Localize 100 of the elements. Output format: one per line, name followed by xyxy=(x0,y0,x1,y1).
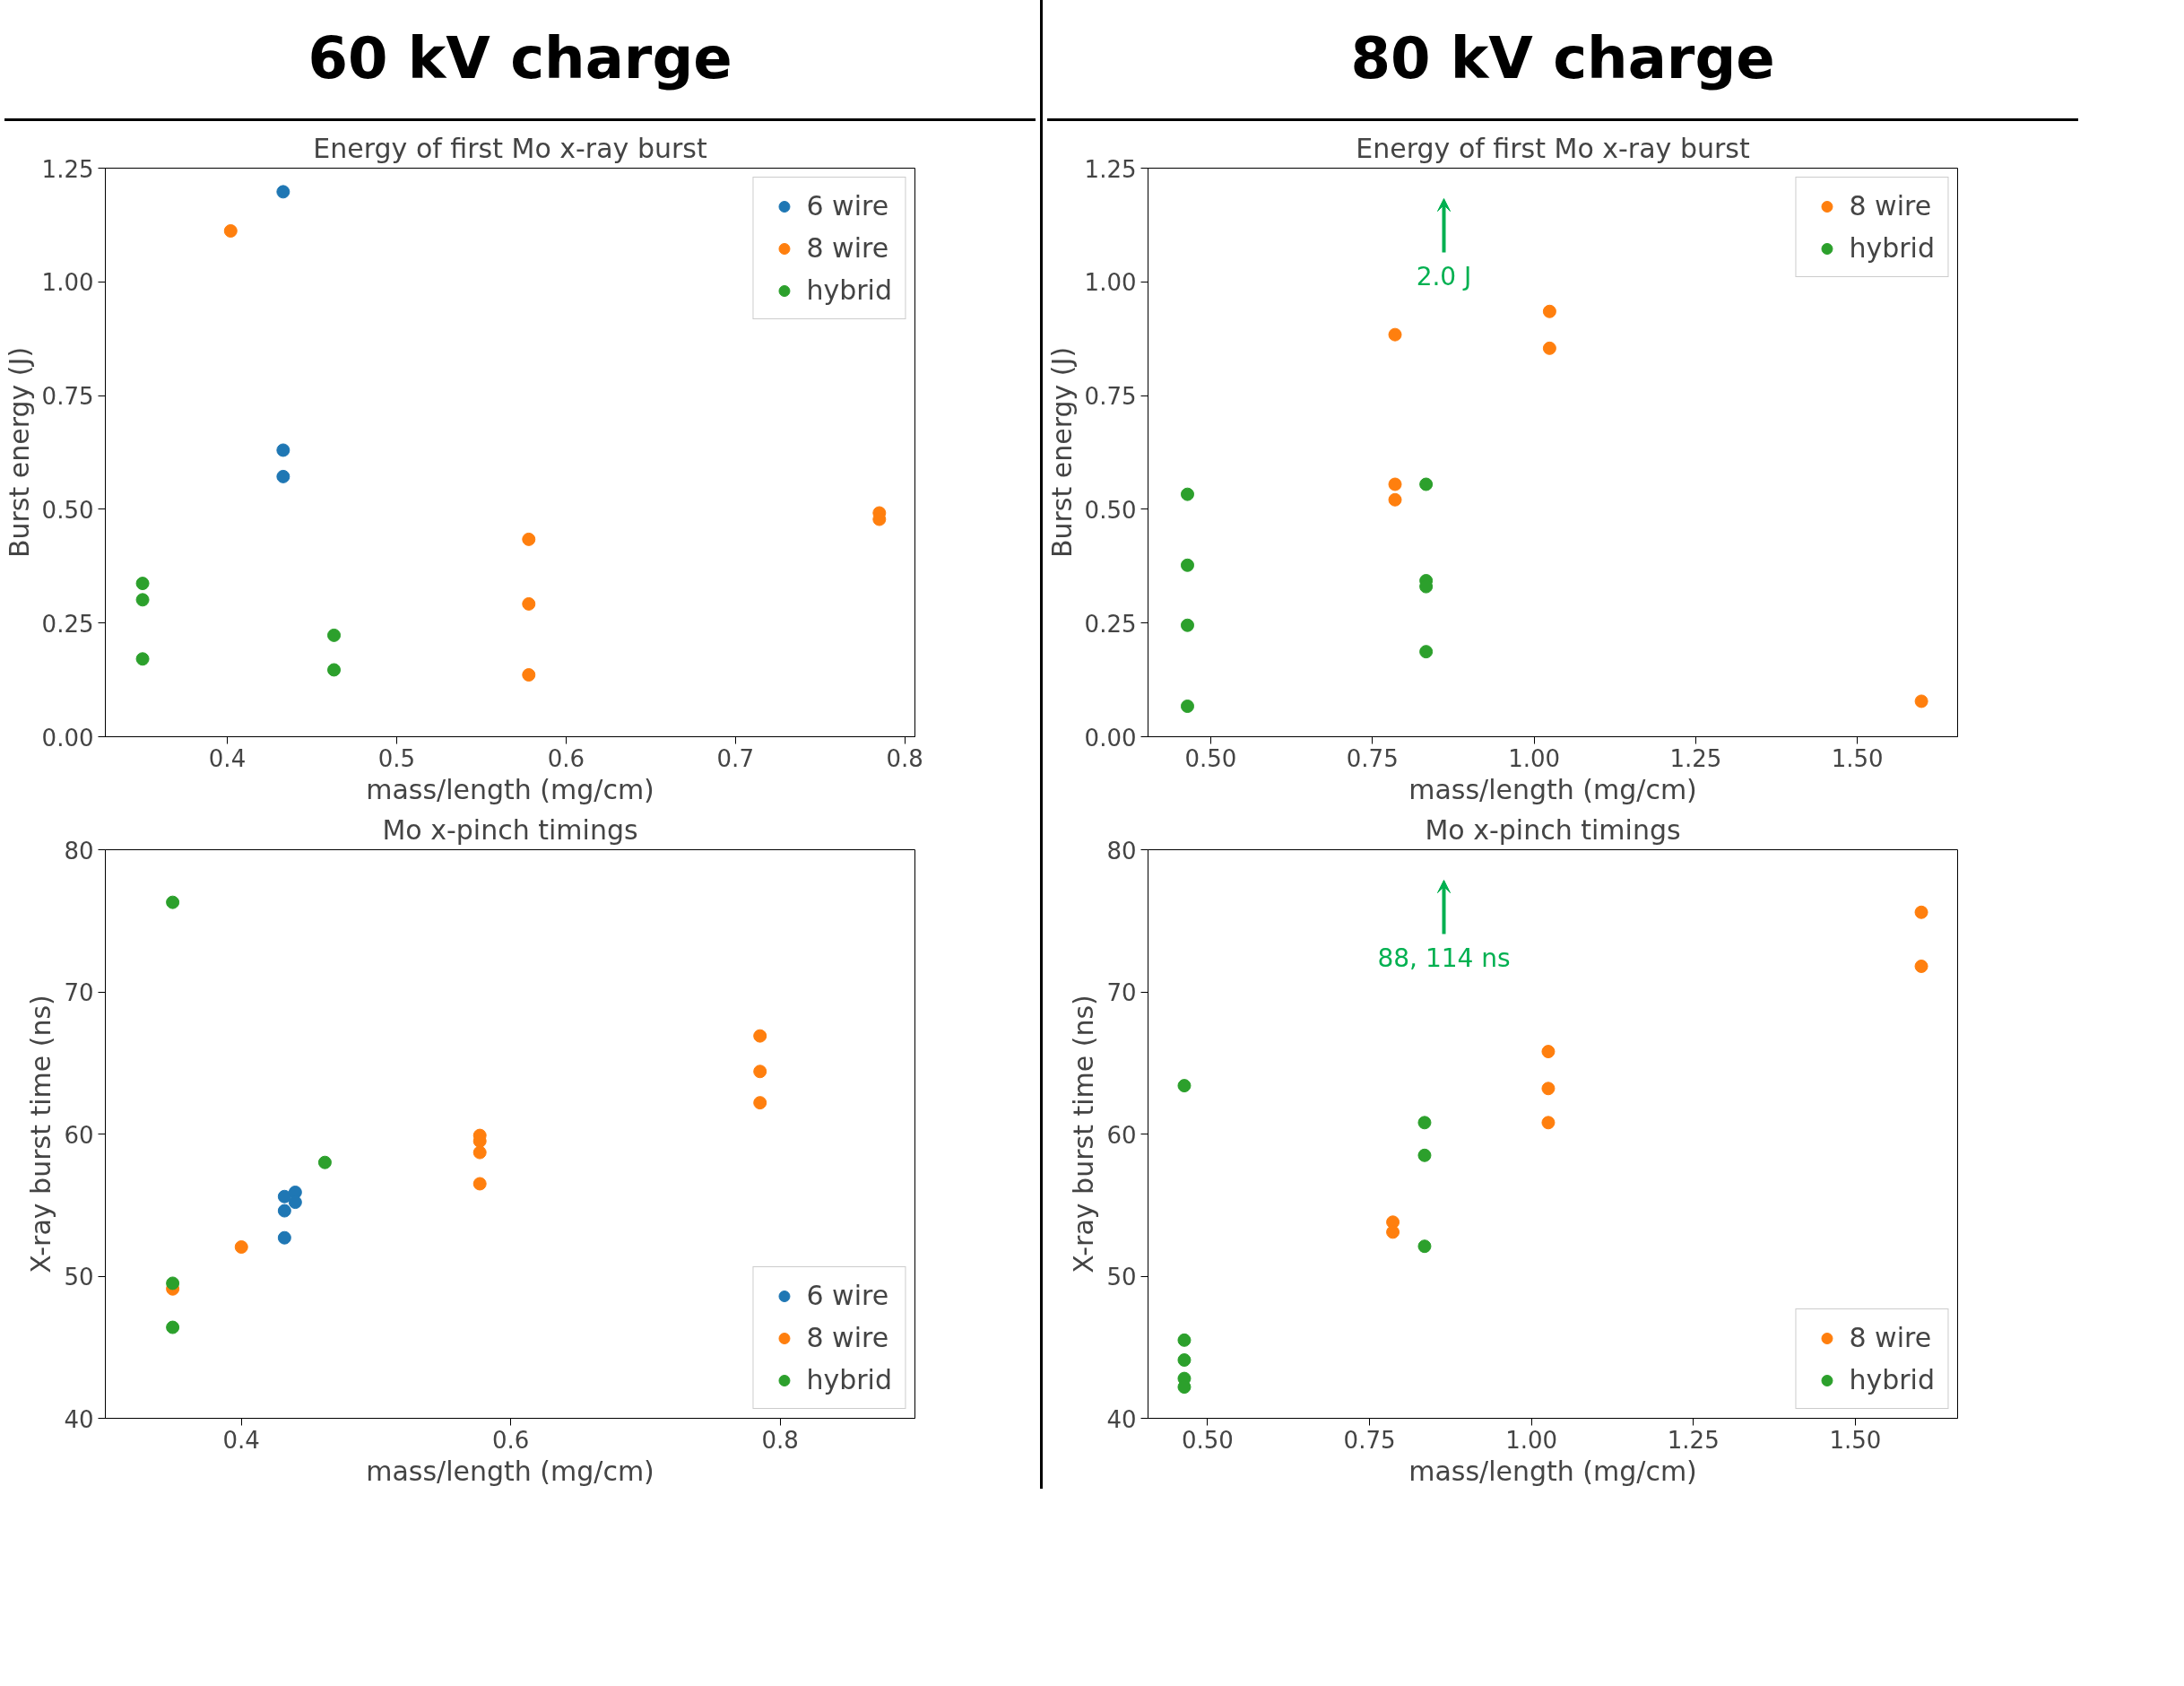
x-tick-label: 0.75 xyxy=(1346,744,1399,772)
legend-label: hybrid xyxy=(806,1364,892,1395)
text: 60 kV charge xyxy=(308,24,732,93)
point xyxy=(1177,1333,1192,1347)
y-tick-label: 1.00 xyxy=(41,269,94,297)
legend-label: 6 wire xyxy=(806,1280,889,1311)
x-tick-label: 1.25 xyxy=(1667,1426,1720,1454)
point xyxy=(166,1276,180,1291)
point xyxy=(166,1320,180,1334)
legend-label: 6 wire xyxy=(806,190,889,222)
y-axis-title: Burst energy (J) xyxy=(3,346,35,559)
point xyxy=(1177,1353,1192,1367)
point xyxy=(522,668,536,682)
point xyxy=(277,1204,291,1218)
point xyxy=(1914,959,1928,973)
point xyxy=(135,652,150,666)
chart-title: Energy of first Mo x-ray burst xyxy=(1356,132,1750,164)
point xyxy=(276,469,290,483)
y-tick-label: 0.75 xyxy=(1084,383,1137,411)
x-tick-label: 0.8 xyxy=(761,1426,799,1454)
legend-label: 8 wire xyxy=(806,232,889,264)
point xyxy=(753,1096,767,1110)
x-tick-label: 1.25 xyxy=(1669,744,1722,772)
x-tick-label: 0.8 xyxy=(886,744,923,772)
y-axis-title: X-ray burst time (ns) xyxy=(25,995,57,1273)
point xyxy=(1541,1045,1556,1059)
point xyxy=(135,577,150,591)
y-tick-label: 70 xyxy=(64,979,94,1006)
y-tick-label: 80 xyxy=(64,837,94,865)
point xyxy=(522,532,536,546)
y-tick-label: 1.00 xyxy=(1084,269,1137,297)
x-tick-label: 0.75 xyxy=(1343,1426,1396,1454)
point xyxy=(276,185,290,199)
point xyxy=(472,1177,487,1191)
x-tick-label: 0.6 xyxy=(492,1426,530,1454)
point xyxy=(1419,477,1434,491)
x-tick-label: 1.50 xyxy=(1829,1426,1882,1454)
chart-title: Energy of first Mo x-ray burst xyxy=(313,132,707,164)
y-tick-label: 1.25 xyxy=(1084,155,1137,183)
y-tick-label: 80 xyxy=(1106,837,1137,865)
point xyxy=(753,1029,767,1043)
point xyxy=(276,443,290,457)
x-axis-title: mass/length (mg/cm) xyxy=(1408,1455,1697,1487)
y-tick-label: 40 xyxy=(64,1405,94,1433)
point xyxy=(317,1155,332,1169)
point xyxy=(135,593,150,607)
point xyxy=(1417,1116,1432,1130)
point xyxy=(1541,1082,1556,1096)
x-axis-title: mass/length (mg/cm) xyxy=(366,1455,654,1487)
x-tick-label: 1.00 xyxy=(1508,744,1561,772)
point xyxy=(327,628,342,642)
x-axis-title: mass/length (mg/cm) xyxy=(366,773,654,805)
point xyxy=(1542,341,1556,355)
legend-label: 8 wire xyxy=(1849,190,1932,222)
point xyxy=(327,663,342,677)
annotation: 2.0 J xyxy=(1416,261,1472,291)
x-tick-label: 0.6 xyxy=(547,744,585,772)
y-tick-label: 50 xyxy=(64,1264,94,1291)
point xyxy=(1417,1239,1432,1254)
y-axis-title: X-ray burst time (ns) xyxy=(1068,995,1100,1273)
y-tick-label: 1.25 xyxy=(41,155,94,183)
point xyxy=(1417,1148,1432,1162)
point xyxy=(277,1230,291,1245)
x-tick-label: 1.50 xyxy=(1831,744,1884,772)
y-tick-label: 50 xyxy=(1106,1264,1137,1291)
point xyxy=(1914,905,1928,919)
legend-label: hybrid xyxy=(1849,1364,1935,1395)
y-tick-label: 0.50 xyxy=(41,496,94,524)
x-tick-label: 0.50 xyxy=(1184,744,1237,772)
y-tick-label: 0.75 xyxy=(41,383,94,411)
y-tick-label: 0.00 xyxy=(41,724,94,752)
legend-label: 8 wire xyxy=(806,1322,889,1353)
point xyxy=(1181,487,1194,501)
point xyxy=(166,895,180,909)
x-tick-label: 0.50 xyxy=(1182,1426,1234,1454)
point xyxy=(1914,694,1928,708)
point xyxy=(1419,645,1434,659)
point xyxy=(1388,492,1402,507)
point xyxy=(522,596,536,611)
point xyxy=(223,224,238,238)
point xyxy=(1181,700,1194,713)
x-tick-label: 0.5 xyxy=(377,744,416,772)
point xyxy=(1386,1225,1400,1239)
y-tick-label: 0.25 xyxy=(1084,610,1137,638)
annotation: 88, 114 ns xyxy=(1377,943,1511,973)
y-tick-label: 0.50 xyxy=(1084,496,1137,524)
x-tick-label: 0.4 xyxy=(208,744,247,772)
chart-title: Mo x-pinch timings xyxy=(382,813,638,846)
point xyxy=(1388,477,1402,491)
point xyxy=(1542,304,1556,318)
chart-title: Mo x-pinch timings xyxy=(1425,813,1681,846)
x-tick-label: 0.7 xyxy=(716,744,754,772)
text: 80 kV charge xyxy=(1350,24,1775,93)
y-tick-label: 60 xyxy=(1106,1121,1137,1149)
point xyxy=(1388,327,1402,342)
point xyxy=(1181,618,1194,632)
y-tick-label: 0.25 xyxy=(41,610,94,638)
legend-label: hybrid xyxy=(806,274,892,306)
y-tick-label: 60 xyxy=(64,1121,94,1149)
legend-label: 8 wire xyxy=(1849,1322,1932,1353)
